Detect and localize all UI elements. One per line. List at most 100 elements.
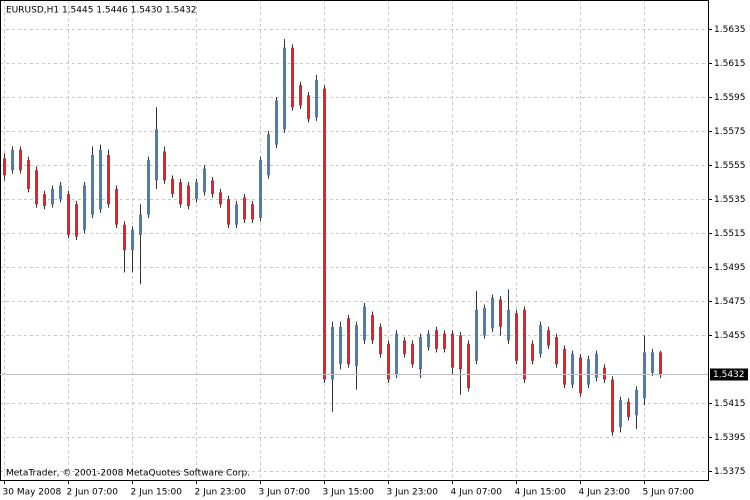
candle-body: [35, 170, 38, 205]
candle-body: [91, 154, 94, 215]
candle-body: [395, 333, 398, 375]
candle-body: [515, 313, 518, 361]
candle-body: [451, 333, 454, 368]
candle-body: [43, 194, 46, 206]
candle-body: [299, 85, 302, 106]
y-tick-label: 1.5415: [714, 399, 746, 409]
candle-body: [219, 192, 222, 205]
candle-body: [331, 326, 334, 380]
candle-body: [491, 297, 494, 329]
candle-body: [443, 333, 446, 349]
last-price-label: 1.5432: [713, 370, 745, 380]
candle-body: [563, 348, 566, 385]
candle-body: [3, 158, 6, 176]
candle-body: [403, 340, 406, 355]
y-tick-label: 1.5395: [714, 433, 746, 443]
last-price-box: [710, 368, 748, 381]
candle-body: [11, 149, 14, 171]
candle-body: [155, 129, 158, 181]
candle-body: [659, 352, 662, 375]
candle-body: [595, 354, 598, 378]
candle-body: [251, 204, 254, 220]
candle-body: [379, 326, 382, 355]
candle-body: [259, 160, 262, 218]
candle-body: [523, 309, 526, 380]
x-tick-label: 3 Jun 07:00: [259, 488, 311, 498]
candle-body: [123, 224, 126, 251]
candle-body: [347, 318, 350, 365]
candle-body: [243, 197, 246, 220]
candle-body: [475, 309, 478, 361]
candle-body: [307, 95, 310, 120]
x-tick-label: 3 Jun 15:00: [323, 488, 375, 498]
candle-body: [363, 306, 366, 341]
candle-body: [355, 325, 358, 366]
candle-body: [555, 337, 558, 365]
candle-body: [435, 330, 438, 349]
candle-body: [635, 389, 638, 416]
candle-body: [291, 47, 294, 108]
candle-body: [195, 182, 198, 200]
candle-body: [483, 308, 486, 336]
candle-body: [227, 199, 230, 225]
candle-body: [603, 367, 606, 380]
candle-body: [267, 134, 270, 176]
candle-body: [187, 185, 190, 206]
candle-body: [419, 337, 422, 370]
candle-body: [507, 309, 510, 341]
candle-body: [139, 214, 142, 235]
candle-body: [171, 178, 174, 195]
candle-body: [275, 100, 278, 145]
x-tick-label: 2 Jun 23:00: [195, 488, 247, 498]
y-tick-label: 1.5595: [714, 93, 746, 103]
candle-body: [147, 160, 150, 215]
candle-body: [651, 352, 654, 373]
candle-body: [27, 160, 30, 189]
candle-body: [203, 168, 206, 193]
candle-body: [315, 80, 318, 118]
candle-body: [643, 352, 646, 399]
y-tick-label: 1.5375: [714, 467, 746, 477]
y-tick-label: 1.5635: [714, 25, 746, 35]
x-tick-label: 4 Jun 07:00: [451, 488, 503, 498]
y-tick-label: 1.5615: [714, 59, 746, 69]
candle-body: [107, 154, 110, 205]
candle-body: [339, 326, 342, 365]
candles: [3, 39, 662, 436]
candle-body: [83, 185, 86, 230]
candle-body: [499, 299, 502, 327]
candle-body: [75, 204, 78, 237]
y-tick-label: 1.5515: [714, 229, 746, 239]
axes: 1.5375 1.5395 1.5415 1.5455 1.5475 1.5495 1.55…: [0, 25, 748, 498]
candle-body: [211, 180, 214, 195]
candle-body: [539, 325, 542, 355]
candle-body: [323, 88, 326, 380]
candle-body: [427, 333, 430, 348]
candle-body: [459, 335, 462, 370]
candle-body: [371, 314, 374, 341]
candle-body: [59, 185, 62, 200]
plot-frame: [0, 0, 709, 481]
candle-body: [99, 149, 102, 210]
candle-body: [131, 229, 134, 251]
x-tick-label: 3 Jun 23:00: [387, 488, 439, 498]
candle-body: [235, 204, 238, 225]
candle-body: [163, 151, 166, 181]
candle-body: [627, 401, 630, 418]
x-tick-label: 30 May 2008: [3, 488, 62, 498]
candle-body: [571, 354, 574, 385]
x-tick-label: 4 Jun 15:00: [515, 488, 567, 498]
y-tick-label: 1.5475: [714, 297, 746, 307]
candle-body: [619, 400, 622, 428]
candle-body: [19, 149, 22, 171]
y-tick-label: 1.5455: [714, 331, 746, 341]
candle-body: [547, 330, 550, 346]
candle-body: [67, 194, 70, 235]
y-tick-label: 1.5555: [714, 161, 746, 171]
y-tick-label: 1.5495: [714, 263, 746, 273]
candle-body: [51, 188, 54, 205]
y-tick-label: 1.5535: [714, 195, 746, 205]
candle-body: [587, 359, 590, 385]
